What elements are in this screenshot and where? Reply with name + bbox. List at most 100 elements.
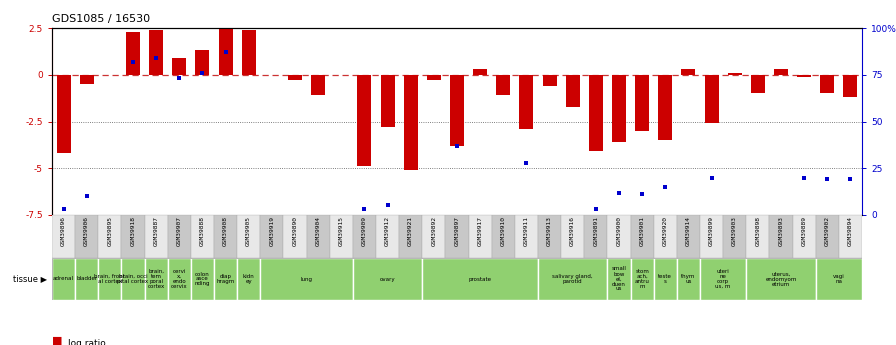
Text: colon
asce
nding: colon asce nding [194, 272, 211, 286]
Bar [520, 75, 533, 129]
Text: GSM39898: GSM39898 [755, 216, 761, 246]
Text: GSM39920: GSM39920 [663, 216, 668, 246]
Text: GSM39911: GSM39911 [524, 216, 529, 246]
Bar [607, 258, 631, 300]
Bar [242, 30, 255, 75]
Bar [52, 215, 75, 258]
Text: adrenal: adrenal [53, 276, 74, 282]
Bar [839, 215, 862, 258]
Text: GSM39915: GSM39915 [339, 216, 344, 246]
Text: GSM39896: GSM39896 [61, 216, 66, 246]
Bar [565, 75, 580, 107]
Text: teste
s: teste s [659, 274, 672, 284]
Text: GSM39892: GSM39892 [431, 216, 436, 246]
Bar [52, 258, 75, 300]
Text: brain,
tem
poral
cortex: brain, tem poral cortex [148, 269, 165, 289]
Text: small
bow
el,
duen
us: small bow el, duen us [612, 266, 626, 292]
Text: brain, occi
pital cortex: brain, occi pital cortex [117, 274, 149, 284]
Bar [746, 258, 815, 300]
Bar [404, 75, 418, 170]
Text: uterus,
endomyom
etrium: uterus, endomyom etrium [765, 272, 797, 286]
Text: GSM39899: GSM39899 [709, 216, 714, 246]
Bar [654, 215, 676, 258]
Bar [843, 75, 857, 97]
Bar [631, 215, 654, 258]
Text: GSM39888: GSM39888 [200, 216, 205, 246]
Bar [612, 75, 626, 142]
Text: lung: lung [300, 276, 313, 282]
Text: GSM39887: GSM39887 [153, 216, 159, 246]
Bar [376, 215, 399, 258]
Bar [821, 75, 834, 93]
Bar [589, 75, 603, 151]
Text: GSM39895: GSM39895 [108, 216, 112, 246]
Bar [126, 32, 140, 75]
Bar [358, 75, 371, 166]
Text: GSM39889: GSM39889 [802, 216, 806, 246]
Bar [75, 215, 99, 258]
Bar [450, 75, 464, 146]
Bar [700, 258, 746, 300]
Text: GSM39909: GSM39909 [362, 216, 367, 246]
Text: prostate: prostate [469, 276, 492, 282]
Bar [654, 258, 676, 300]
Text: diap
hragm: diap hragm [217, 274, 235, 284]
Bar [168, 258, 191, 300]
Bar [635, 75, 649, 131]
Bar [144, 215, 168, 258]
Text: ■: ■ [52, 336, 63, 345]
Bar [56, 75, 71, 153]
Bar [496, 75, 510, 95]
Bar [381, 75, 394, 127]
Bar [219, 28, 233, 75]
Text: uteri
ne
corp
us, m: uteri ne corp us, m [715, 269, 731, 289]
Bar [584, 215, 607, 258]
Bar [515, 215, 538, 258]
Bar [723, 215, 746, 258]
Bar [659, 75, 672, 140]
Text: GSM39908: GSM39908 [223, 216, 228, 246]
Bar [543, 75, 556, 86]
Text: GSM39919: GSM39919 [270, 216, 274, 246]
Bar [797, 75, 811, 77]
Text: GSM39918: GSM39918 [131, 216, 135, 246]
Text: GSM39914: GSM39914 [686, 216, 691, 246]
Bar [770, 215, 793, 258]
Bar [144, 258, 168, 300]
Bar [445, 215, 469, 258]
Bar [122, 215, 144, 258]
Bar [330, 215, 353, 258]
Bar [700, 215, 723, 258]
Bar [774, 69, 788, 75]
Bar [793, 215, 815, 258]
Text: GSM39890: GSM39890 [292, 216, 297, 246]
Bar [191, 215, 214, 258]
Bar [122, 258, 144, 300]
Bar [237, 215, 260, 258]
Text: GSM39913: GSM39913 [547, 216, 552, 246]
Bar [422, 258, 538, 300]
Text: GSM39902: GSM39902 [825, 216, 830, 246]
Bar [150, 30, 163, 75]
Text: kidn
ey: kidn ey [243, 274, 254, 284]
Text: ovary: ovary [380, 276, 395, 282]
Text: salivary gland,
parotid: salivary gland, parotid [553, 274, 593, 284]
Bar [306, 215, 330, 258]
Bar [469, 215, 492, 258]
Bar [561, 215, 584, 258]
Bar [538, 215, 561, 258]
Bar [99, 258, 122, 300]
Bar [172, 58, 186, 75]
Bar [353, 258, 422, 300]
Text: GSM39897: GSM39897 [454, 216, 460, 246]
Bar [815, 215, 839, 258]
Text: GSM39893: GSM39893 [779, 216, 783, 246]
Text: cervi
x,
endo
cervix: cervi x, endo cervix [171, 269, 187, 289]
Text: GSM39905: GSM39905 [246, 216, 251, 246]
Bar [422, 215, 445, 258]
Bar [283, 215, 306, 258]
Bar [260, 258, 353, 300]
Bar [676, 215, 700, 258]
Bar [815, 258, 862, 300]
Text: brain, front
al cortex: brain, front al cortex [94, 274, 125, 284]
